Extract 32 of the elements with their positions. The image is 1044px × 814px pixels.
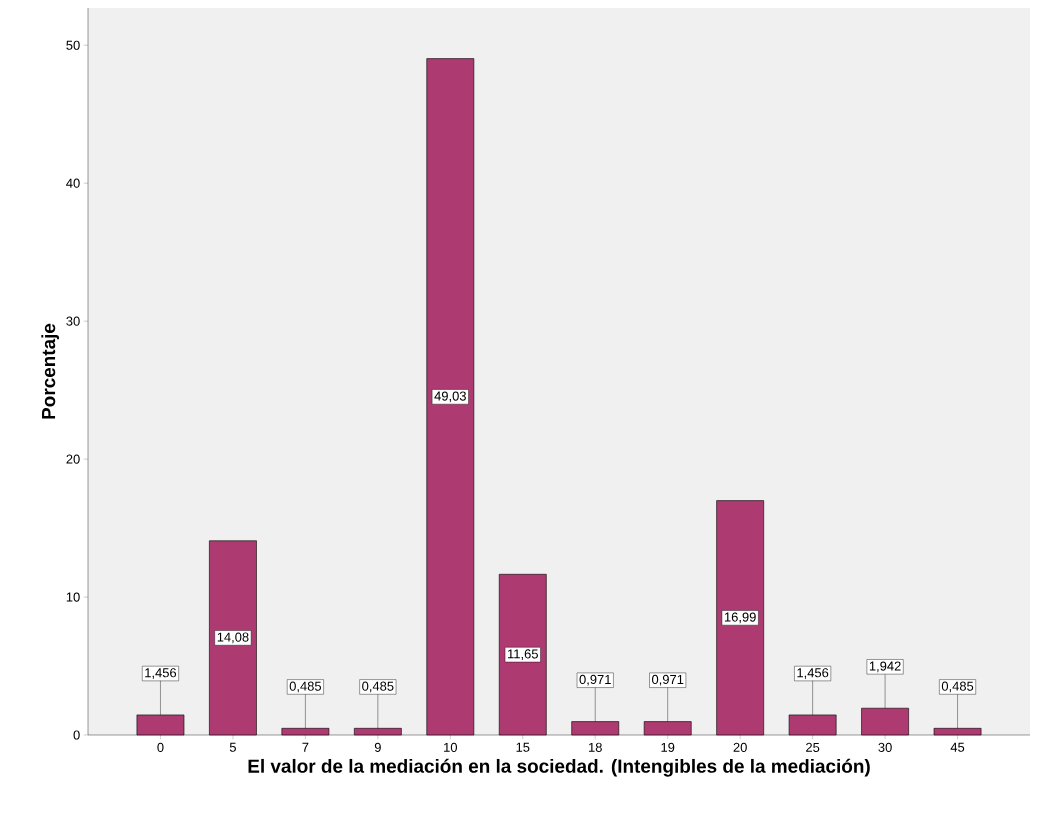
x-tick-label: 30 [878,742,892,752]
x-tick-label: 20 [733,742,747,752]
x-tick-label: 9 [374,742,381,752]
y-tick-label: 20 [66,454,80,464]
x-tick-label: 7 [302,742,309,752]
data-label: 1,456 [145,668,177,679]
y-axis-title: Porcentaje [41,323,59,419]
data-label: 0,485 [362,681,394,693]
y-tick-label: 10 [66,592,80,602]
x-tick-label: 0 [157,742,164,752]
data-label: 49,03 [434,391,466,403]
x-tick-label: 18 [589,742,602,752]
x-axis-title: El valor de la mediación en la sociedad. (Intengibles de la mediación) [248,758,870,777]
data-label: 0,485 [289,681,322,693]
data-label: 14,08 [217,632,249,644]
x-tick-label: 10 [444,742,458,752]
x-tick-label: 25 [806,742,820,752]
data-label: 1,456 [797,668,829,679]
x-tick-label: 5 [229,742,236,752]
data-label: 0,485 [941,681,974,693]
data-label: 16,99 [724,612,756,624]
data-label: 0,971 [651,674,684,686]
y-tick-label: 50 [66,40,80,50]
x-tick-label: 15 [516,742,530,752]
data-label: 0,971 [579,674,611,686]
data-label: 11,65 [508,649,538,660]
y-tick-label: 0 [73,730,80,740]
x-tick-label: 19 [661,742,675,752]
y-tick-label: 40 [66,178,80,188]
data-label: 1,942 [869,661,901,673]
x-tick-label: 45 [950,742,965,752]
y-tick-label: 30 [66,316,80,326]
